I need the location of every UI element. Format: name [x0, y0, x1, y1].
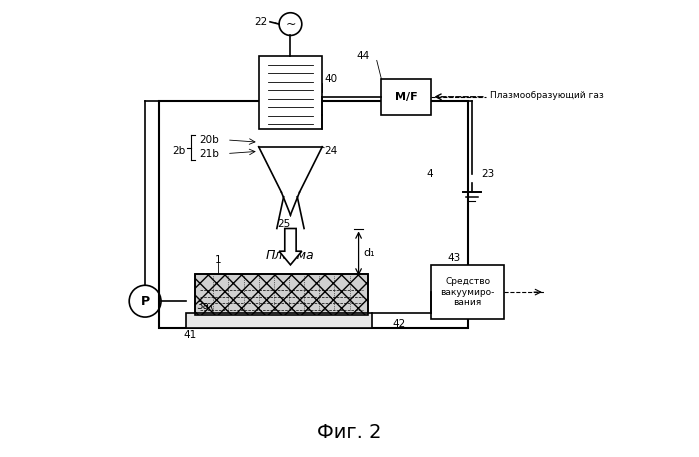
Text: Плазмообразующий газ: Плазмообразующий газ [490, 91, 604, 101]
Text: 41: 41 [184, 330, 197, 340]
Text: 42: 42 [393, 319, 406, 329]
Text: P: P [140, 295, 150, 308]
FancyBboxPatch shape [431, 265, 504, 319]
Text: 40: 40 [324, 74, 338, 84]
Text: 25: 25 [278, 219, 291, 229]
Text: 20b: 20b [200, 135, 219, 145]
Text: Плазма: Плазма [266, 249, 315, 262]
FancyBboxPatch shape [159, 101, 468, 329]
Text: 44: 44 [356, 51, 370, 61]
FancyArrow shape [279, 228, 302, 265]
FancyBboxPatch shape [259, 56, 322, 128]
FancyBboxPatch shape [381, 79, 431, 115]
Text: d₁: d₁ [363, 249, 375, 259]
Text: M/F: M/F [395, 92, 417, 102]
Text: Фиг. 2: Фиг. 2 [317, 423, 382, 442]
Text: 4: 4 [426, 169, 433, 179]
Text: 24: 24 [324, 146, 338, 156]
Text: ~: ~ [285, 18, 296, 31]
Text: 43: 43 [447, 253, 461, 263]
Text: 2b: 2b [173, 146, 186, 156]
Text: 23: 23 [481, 169, 494, 179]
Text: 3a: 3a [196, 301, 209, 311]
Text: Средство
вакуумиро-
вания: Средство вакуумиро- вания [440, 277, 495, 307]
FancyBboxPatch shape [195, 274, 368, 315]
FancyBboxPatch shape [186, 313, 372, 329]
Bar [195, 274, 368, 315]
Text: 22: 22 [254, 17, 268, 27]
Text: 21b: 21b [200, 149, 219, 159]
Text: 1: 1 [215, 255, 221, 266]
